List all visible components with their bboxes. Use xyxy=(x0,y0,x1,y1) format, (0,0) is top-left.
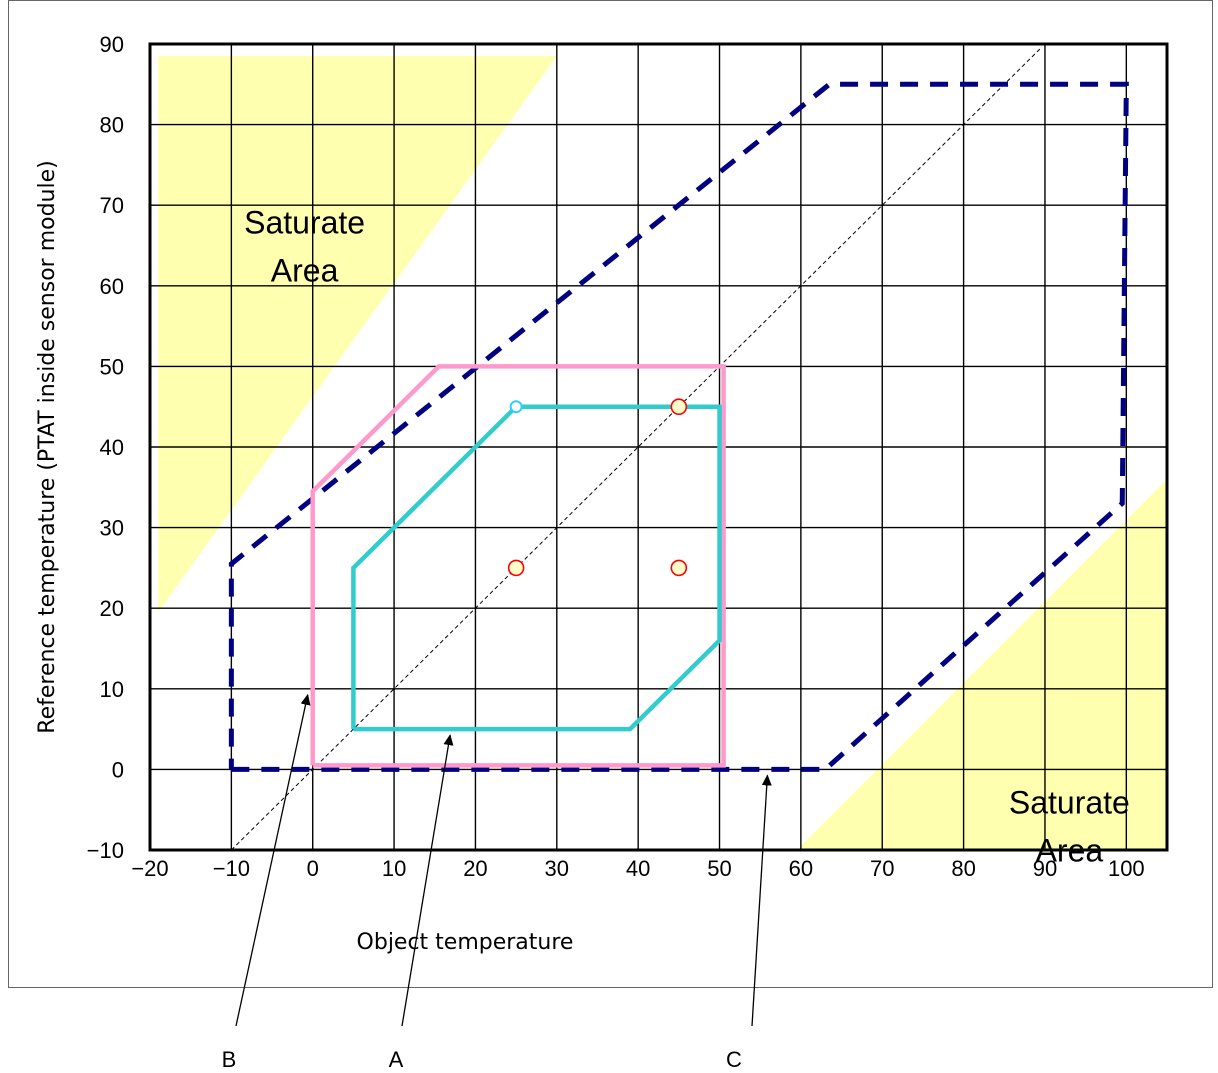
series-c-line xyxy=(228,81,1129,772)
y-tick-labels: −10 0 10 20 30 40 50 60 70 80 90 xyxy=(87,32,124,863)
marker-point-2 xyxy=(670,559,688,577)
x-tick-label: 40 xyxy=(626,856,650,881)
callout-arrow-a xyxy=(401,734,454,1027)
x-tick-label: 80 xyxy=(951,856,975,881)
saturate-area-1 xyxy=(158,56,557,613)
diagonal-line xyxy=(231,47,1042,851)
series-group xyxy=(228,81,1129,772)
y-tick-label: −10 xyxy=(87,838,124,863)
x-tick-label: −10 xyxy=(213,856,250,881)
saturate-area-label: Area xyxy=(1036,833,1104,869)
callout-label-c: C xyxy=(726,1047,742,1072)
x-tick-label: 10 xyxy=(382,856,406,881)
callout-arrow-b xyxy=(235,693,311,1027)
y-tick-label: 10 xyxy=(100,677,124,702)
x-tick-label: 60 xyxy=(789,856,813,881)
x-axis-label: Object temperature xyxy=(357,930,574,955)
x-tick-label: −20 xyxy=(131,856,168,881)
y-tick-label: 70 xyxy=(100,193,124,218)
saturate-area-2 xyxy=(796,479,1167,850)
marker-cyan-3 xyxy=(509,400,523,414)
y-tick-label: 80 xyxy=(100,113,124,138)
y-tick-label: 90 xyxy=(100,32,124,57)
x-tick-labels: −20 −10 0 10 20 30 40 50 60 70 80 90 100 xyxy=(131,856,1144,881)
y-axis-label: Reference temperature (PTAT inside senso… xyxy=(35,160,60,733)
y-tick-label: 30 xyxy=(100,516,124,541)
y-tick-label: 0 xyxy=(112,757,124,782)
callout-label-b: B xyxy=(222,1047,237,1072)
saturate-labels: Saturate Area Saturate Area xyxy=(244,204,1130,868)
y-tick-label: 60 xyxy=(100,274,124,299)
x-tick-label: 50 xyxy=(707,856,731,881)
series-b-line xyxy=(310,364,726,768)
series-a-line xyxy=(351,404,722,732)
marker-point-1 xyxy=(670,398,688,416)
plot-border xyxy=(148,42,1169,852)
saturate-areas xyxy=(158,56,1167,850)
plot-area-border xyxy=(148,42,1169,852)
x-tick-label: 0 xyxy=(307,856,319,881)
callout-label-a: A xyxy=(389,1047,404,1072)
saturate-area-label: Saturate xyxy=(244,204,365,240)
marker-point-0 xyxy=(507,559,525,577)
diagonal-reference xyxy=(231,47,1042,851)
x-tick-label: 30 xyxy=(545,856,569,881)
x-tick-label: 100 xyxy=(1108,856,1145,881)
y-tick-label: 20 xyxy=(100,596,124,621)
y-tick-label: 40 xyxy=(100,435,124,460)
markers xyxy=(507,398,688,577)
x-tick-label: 90 xyxy=(1033,856,1057,881)
callout-arrow-c xyxy=(751,774,772,1027)
grid xyxy=(150,44,1167,850)
x-tick-label: 70 xyxy=(870,856,894,881)
saturate-area-label: Area xyxy=(271,252,339,288)
x-tick-label: 20 xyxy=(463,856,487,881)
saturate-area-label: Saturate xyxy=(1009,785,1130,821)
y-tick-label: 50 xyxy=(100,354,124,379)
